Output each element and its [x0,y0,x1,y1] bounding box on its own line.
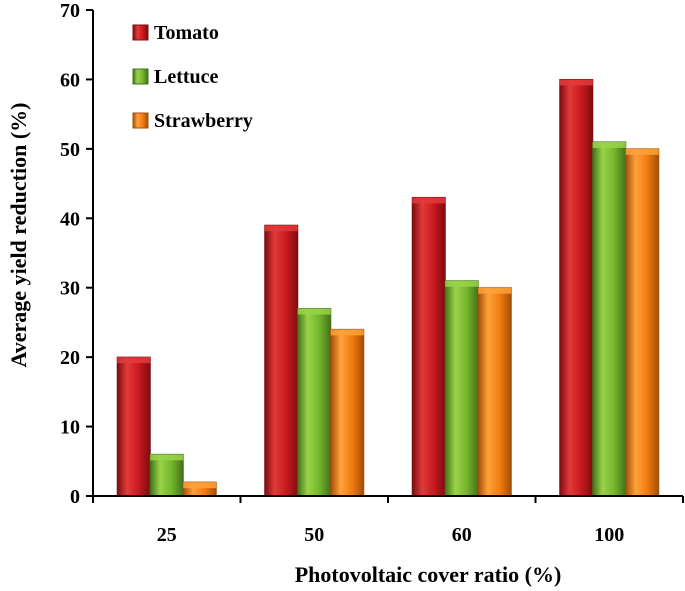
bar-strawberry-50 [330,328,365,497]
legend-label-strawberry: Strawberry [154,110,253,132]
x-tick-label: 25 [157,524,177,546]
bar-top-highlight [445,280,479,287]
legend-swatch-tomato [132,24,149,41]
bar-lettuce-25 [149,453,184,497]
bar-top-highlight [183,482,217,489]
x-axis-title: Photovoltaic cover ratio (%) [295,562,562,587]
bar-top-highlight [330,329,364,336]
legend: Tomato Lettuce Strawberry [132,22,253,132]
y-tick-label: 70 [60,0,80,22]
bar-top-highlight [150,454,184,461]
bar-lettuce-50 [297,308,332,497]
y-tick-label: 50 [60,139,80,161]
legend-label-tomato: Tomato [154,22,219,44]
bars-layer [116,78,660,497]
bar-tomato-50 [264,224,299,497]
bar-top-highlight [297,308,331,315]
bar-tomato-100 [559,78,594,497]
y-tick-label: 20 [60,347,80,369]
bar-strawberry-60 [477,287,512,497]
bar-lettuce-100 [592,141,627,497]
bar-top-highlight [625,148,659,155]
bar-top-highlight [478,287,512,294]
bar-tomato-60 [411,196,446,497]
x-tick-label: 50 [304,524,324,546]
bar-top-highlight [264,225,298,232]
y-tick-label: 60 [60,69,80,91]
y-tick-label: 40 [60,208,80,230]
x-axis-ticks: 25 50 60 100 [92,496,684,546]
legend-swatch-strawberry [132,112,149,129]
bar-top-highlight [559,79,593,86]
y-axis-title: Average yield reduction (%) [6,103,31,368]
legend-label-lettuce: Lettuce [154,66,219,88]
y-axis-ticks: 0 10 20 30 40 50 60 70 [60,0,93,508]
legend-swatch-lettuce [132,68,149,85]
y-tick-label: 0 [70,486,80,508]
bar-lettuce-60 [444,280,479,497]
y-tick-label: 30 [60,278,80,300]
y-tick-label: 10 [60,417,80,439]
x-tick-label: 100 [594,524,624,546]
bar-top-highlight [412,197,446,204]
bar-tomato-25 [116,356,151,497]
x-tick-label: 60 [452,524,472,546]
bar-top-highlight [592,141,626,148]
bar-top-highlight [117,357,151,364]
bar-strawberry-100 [625,148,660,497]
